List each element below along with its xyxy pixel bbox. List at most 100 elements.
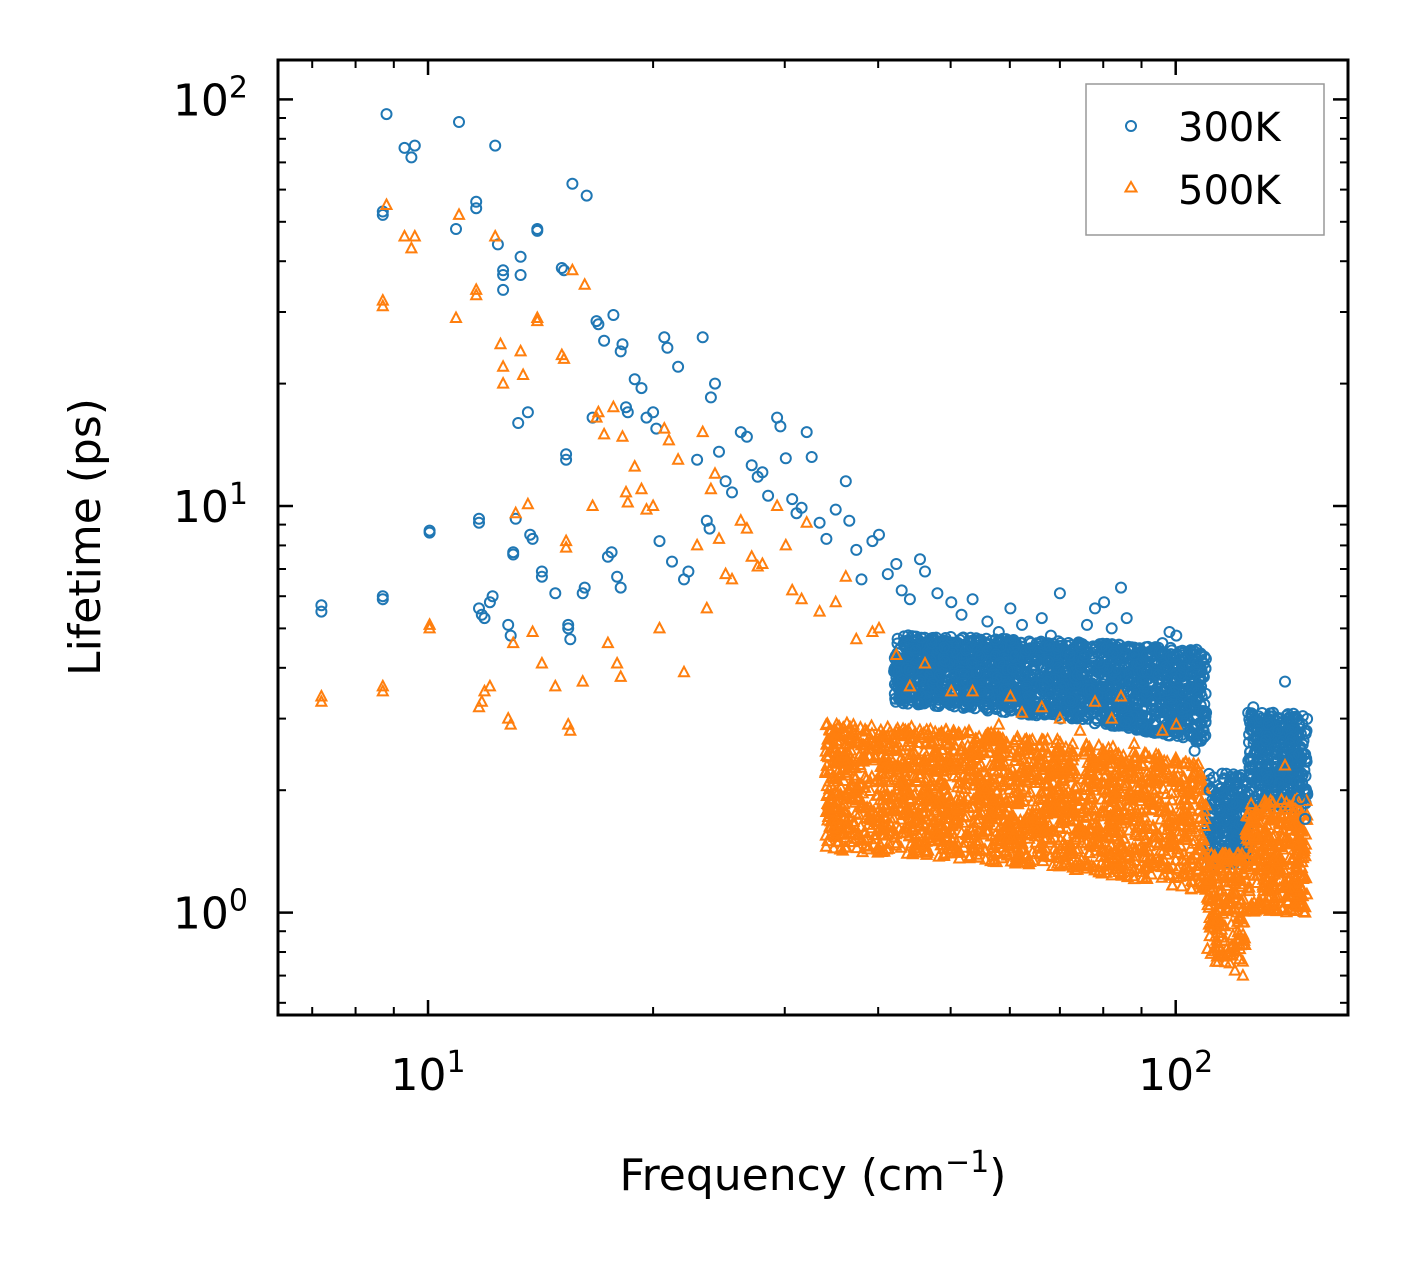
cloud-point-500k — [1221, 903, 1235, 917]
cloud-point-500k — [852, 807, 866, 820]
cloud-point-500k — [1088, 827, 1103, 840]
cloud-point-500k — [863, 783, 878, 796]
cloud-point-500k — [991, 764, 1005, 777]
cloud-point-500k — [835, 798, 849, 812]
cloud-point-500k — [903, 760, 917, 774]
cloud-point-500k — [897, 824, 911, 838]
cloud-point-300k — [1244, 755, 1257, 768]
cloud-point-500k — [1160, 860, 1174, 874]
cloud-point-500k — [966, 815, 980, 829]
cloud-point-300k — [1249, 744, 1262, 757]
cloud-point-500k — [962, 850, 976, 864]
cloud-point-500k — [932, 832, 947, 845]
cloud-point-500k — [1156, 781, 1171, 794]
cloud-point-500k — [920, 722, 934, 735]
cloud-point-500k — [892, 821, 906, 835]
cloud-point-500k — [965, 835, 979, 848]
cloud-point-500k — [864, 820, 879, 834]
cloud-point-300k — [898, 630, 910, 643]
cloud-point-500k — [1236, 953, 1250, 967]
cloud-point-500k — [1287, 903, 1301, 917]
cloud-point-300k — [1048, 673, 1061, 686]
cloud-point-500k — [868, 831, 882, 845]
cloud-point-500k — [982, 733, 997, 747]
cloud-point-300k — [914, 674, 927, 687]
cloud-point-300k — [1130, 694, 1143, 706]
cloud-point-500k — [1021, 806, 1036, 819]
cloud-point-300k — [1022, 690, 1035, 703]
cloud-point-300k — [989, 633, 1002, 646]
cloud-point-500k — [1164, 826, 1178, 839]
cloud-point-300k — [1260, 766, 1273, 778]
cloud-point-300k — [1072, 655, 1085, 668]
cloud-point-500k — [1262, 883, 1277, 896]
cloud-point-500k — [1242, 861, 1256, 875]
cloud-point-500k — [1144, 866, 1159, 880]
cloud-point-300k — [1261, 773, 1274, 786]
cloud-point-500k — [1026, 793, 1040, 807]
cloud-point-300k — [1188, 656, 1201, 669]
cloud-point-500k — [958, 725, 972, 738]
cloud-point-500k — [1053, 735, 1067, 748]
cloud-point-500k — [1128, 771, 1142, 784]
cloud-point-300k — [1160, 718, 1173, 731]
cloud-point-500k — [1238, 937, 1252, 951]
cloud-point-500k — [1256, 842, 1270, 856]
cloud-point-500k — [877, 768, 891, 782]
cloud-point-300k — [1124, 674, 1137, 687]
cloud-point-500k — [1296, 822, 1311, 836]
cloud-point-500k — [937, 847, 951, 860]
cloud-point-300k — [1118, 641, 1131, 654]
cloud-point-500k — [1091, 818, 1105, 832]
cloud-point-500k — [1168, 870, 1182, 883]
cloud-point-300k — [1185, 728, 1198, 741]
cloud-point-300k — [910, 630, 923, 643]
cloud-point-500k — [920, 770, 934, 784]
cloud-point-300k — [1290, 711, 1303, 724]
cloud-point-500k — [1098, 768, 1112, 782]
cloud-point-500k — [1004, 846, 1018, 860]
cloud-point-500k — [951, 769, 965, 783]
cloud-point-500k — [999, 805, 1013, 819]
cloud-point-300k — [1131, 706, 1144, 719]
cloud-point-300k — [1103, 684, 1116, 697]
cloud-point-300k — [993, 656, 1006, 669]
cloud-point-300k — [1142, 640, 1154, 653]
cloud-point-500k — [1207, 887, 1221, 901]
cloud-point-500k — [1057, 773, 1071, 787]
cloud-point-300k — [991, 695, 1004, 708]
cloud-point-300k — [1224, 770, 1237, 783]
cloud-point-300k — [1236, 783, 1249, 796]
cloud-point-500k — [1273, 862, 1287, 876]
cloud-point-500k — [906, 759, 920, 772]
cloud-point-500k — [858, 823, 872, 837]
cloud-point-300k — [1293, 775, 1306, 788]
cloud-point-300k — [1165, 693, 1178, 705]
cloud-point-500k — [1279, 904, 1294, 918]
cloud-point-500k — [1126, 744, 1141, 758]
cloud-point-500k — [920, 790, 934, 803]
cloud-point-500k — [1088, 839, 1102, 852]
cloud-point-500k — [1032, 752, 1047, 766]
cloud-point-300k — [1051, 642, 1063, 655]
cloud-point-500k — [1228, 883, 1242, 897]
cloud-point-500k — [899, 804, 914, 818]
cloud-point-500k — [923, 791, 937, 805]
cloud-point-300k — [1191, 727, 1204, 739]
cloud-point-500k — [1075, 858, 1089, 872]
cloud-point-500k — [839, 804, 853, 818]
cloud-point-500k — [841, 822, 855, 835]
cloud-point-500k — [1271, 838, 1285, 852]
cloud-point-300k — [912, 696, 925, 709]
cloud-point-500k — [1134, 756, 1149, 769]
cloud-point-500k — [1155, 870, 1169, 883]
cloud-point-500k — [1239, 851, 1253, 865]
cloud-point-300k — [1137, 681, 1150, 694]
cloud-point-300k — [902, 650, 915, 663]
cloud-point-500k — [1040, 731, 1055, 745]
cloud-point-500k — [865, 769, 879, 782]
cloud-point-500k — [846, 791, 861, 805]
cloud-point-500k — [1162, 817, 1176, 831]
cloud-point-300k — [1145, 709, 1157, 722]
